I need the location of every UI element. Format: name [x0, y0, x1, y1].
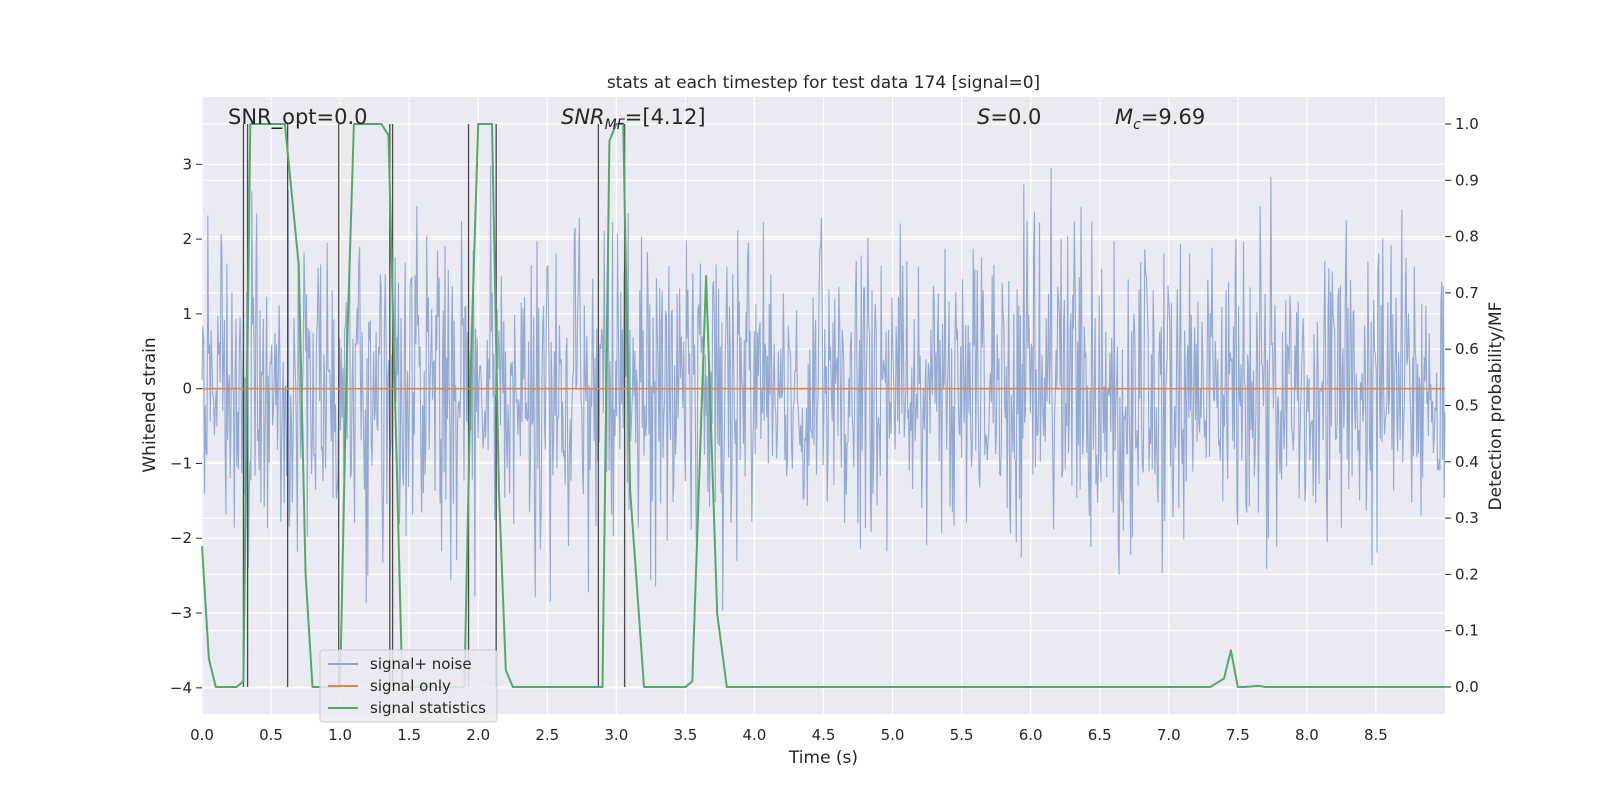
legend-box [319, 649, 498, 723]
statistics-line [201, 123, 1445, 688]
right-tick-label: 1.0 [1455, 115, 1479, 133]
x-tick-label: 3.0 [604, 726, 628, 744]
x-tick-label: 7.5 [1226, 726, 1250, 744]
x-tick-label: 7.0 [1157, 726, 1181, 744]
s-value: =0.0 [990, 105, 1041, 129]
right-tick-label: 0.1 [1455, 622, 1479, 640]
x-tick-label: 5.5 [950, 726, 974, 744]
right-tick-label: 0.0 [1455, 678, 1479, 696]
snr-mf-annotation: SNRMF=[4.12] [561, 105, 706, 133]
x-tick-label: 8.0 [1295, 726, 1319, 744]
y-tick-label: 1 [182, 305, 192, 323]
snr-mf-value: =[4.12] [625, 105, 706, 129]
x-tick-label: 8.5 [1364, 726, 1388, 744]
x-axis-label: Time (s) [788, 748, 858, 768]
legend-label-statistics: signal statistics [370, 699, 486, 717]
snr-mf-sub: MF [605, 117, 626, 133]
x-axis-ticks: 0.0 0.5 1.0 1.5 2.0 2.5 3.0 3.5 4.0 4.5 5.0 5.5 6.0 6… [190, 726, 1388, 744]
right-tick-label: 0.8 [1455, 228, 1479, 246]
y-tick-label: −1 [170, 454, 192, 472]
statistics-series [201, 123, 1445, 688]
chart-title: stats at each timestep for test data 174… [607, 73, 1040, 93]
right-tick-label: 0.2 [1455, 565, 1479, 583]
x-tick-label: 0.0 [190, 726, 214, 744]
right-axis-ticks: 1.0 0.9 0.8 0.7 0.6 0.5 0.4 0.3 0.2 0.1 0.0 [1445, 115, 1479, 696]
right-tick-label: 0.5 [1455, 397, 1479, 415]
noise-series [201, 165, 1446, 611]
right-axis-label: Detection probability/MF [1486, 302, 1506, 511]
s-label: S [977, 105, 990, 129]
s-annotation: S=0.0 [977, 105, 1041, 129]
right-tick-label: 0.9 [1455, 171, 1479, 189]
legend-label-noise: signal+ noise [370, 655, 472, 673]
x-tick-label: 2.5 [535, 726, 559, 744]
x-tick-label: 6.0 [1019, 726, 1043, 744]
right-tick-label: 0.3 [1455, 509, 1479, 527]
y-tick-label: −2 [170, 529, 192, 547]
legend: signal+ noise signal only signal statist… [319, 649, 498, 723]
right-tick-label: 0.7 [1455, 284, 1479, 302]
x-tick-label: 5.0 [881, 726, 905, 744]
mc-value: =9.69 [1141, 105, 1205, 129]
mc-sub: c [1133, 117, 1141, 133]
snr-opt-annotation: SNR_opt=0.0 [228, 105, 368, 130]
x-tick-label: 4.0 [743, 726, 767, 744]
x-tick-label: 1.5 [397, 726, 421, 744]
mc-annotation: Mc=9.69 [1115, 105, 1205, 133]
y-tick-label: −4 [170, 679, 192, 697]
x-tick-label: 2.0 [466, 726, 490, 744]
y-tick-label: 2 [182, 230, 192, 248]
annotations: SNR_opt=0.0 SNRMF=[4.12] S=0.0 Mc=9.69 [228, 105, 1205, 133]
mc-base: M [1115, 105, 1133, 129]
right-tick-label: 0.6 [1455, 340, 1479, 358]
x-tick-label: 4.5 [812, 726, 836, 744]
y-axis-ticks: 3 2 1 0 −1 −2 −3 −4 [170, 155, 202, 697]
x-tick-label: 6.5 [1088, 726, 1112, 744]
x-tick-label: 0.5 [259, 726, 283, 744]
noise-line [201, 165, 1446, 611]
y-tick-label: −3 [170, 604, 192, 622]
legend-label-signal-only: signal only [370, 677, 451, 695]
y-axis-label: Whitened strain [140, 337, 160, 472]
y-tick-label: 0 [182, 380, 192, 398]
x-tick-label: 3.5 [673, 726, 697, 744]
x-tick-label: 1.0 [328, 726, 352, 744]
right-tick-label: 0.4 [1455, 453, 1479, 471]
y-tick-label: 3 [182, 155, 192, 173]
snr-mf-base: SNR [561, 105, 605, 129]
